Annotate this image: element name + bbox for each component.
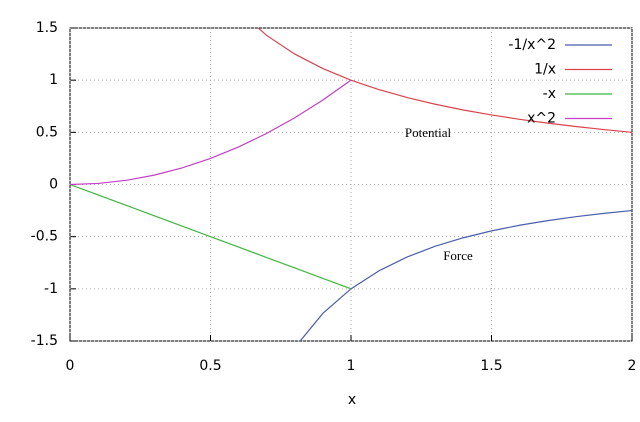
y-tick-label: 0.5: [36, 124, 58, 140]
y-tick-label: 1.5: [36, 20, 58, 36]
y-tick-label: -0.5: [31, 229, 58, 245]
annotation: Force: [443, 248, 473, 263]
x-tick-label: 2: [628, 358, 637, 374]
annotation: Potential: [405, 125, 452, 140]
x-tick-label: 1: [347, 358, 356, 374]
x-tick-label: 0: [66, 358, 75, 374]
y-tick-label: -1.5: [31, 333, 58, 349]
legend-label: x^2: [527, 111, 556, 127]
legend-label: -x: [543, 86, 556, 102]
y-tick-label: -1: [44, 281, 58, 297]
x-tick-label: 0.5: [199, 358, 221, 374]
data-line: [299, 209, 632, 341]
y-tick-label: 1: [49, 72, 58, 88]
legend-label: 1/x: [534, 62, 556, 78]
x-axis-label: x: [348, 392, 356, 408]
data-line: [257, 28, 632, 133]
legend-label: -1/x^2: [508, 37, 556, 53]
y-tick-label: 0: [49, 177, 58, 193]
data-line: [70, 183, 352, 290]
data-line: [70, 79, 352, 186]
x-tick-label: 1.5: [480, 358, 502, 374]
